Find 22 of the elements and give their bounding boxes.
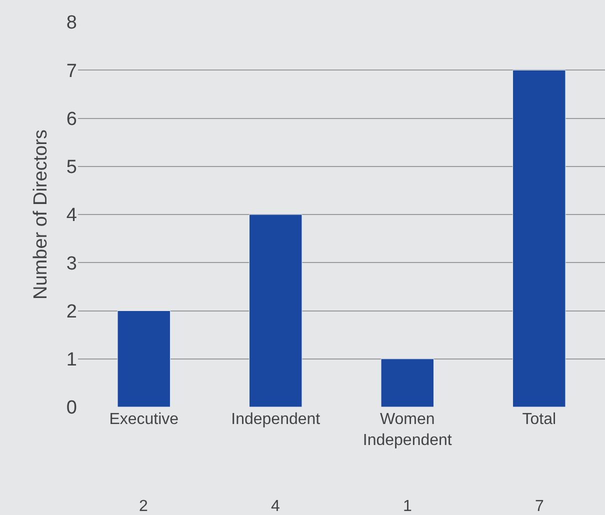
- bar: [249, 214, 302, 407]
- y-tick-label: 4: [66, 205, 78, 226]
- bar: [117, 310, 170, 407]
- y-tick-label: 0: [66, 398, 77, 419]
- data-label: 7: [535, 498, 544, 515]
- y-tick-label: 1: [66, 350, 77, 371]
- bar: [512, 70, 566, 407]
- data-label: 1: [403, 498, 412, 515]
- y-tick-label: 8: [66, 12, 77, 34]
- y-tick-label: 2: [66, 301, 77, 322]
- bar: [380, 358, 434, 407]
- y-axis-title: Number of Directors: [30, 130, 52, 300]
- x-tick-label: Executive: [109, 411, 179, 428]
- y-tick-label: 3: [66, 253, 77, 274]
- data-label: 2: [139, 498, 148, 515]
- x-tick-label: Total: [522, 411, 556, 428]
- x-tick-label: Women Independent: [362, 411, 452, 449]
- y-tick-label: 6: [66, 108, 77, 130]
- x-tick-label: Independent: [231, 411, 321, 428]
- y-tick-label: 7: [66, 60, 77, 82]
- y-tick-label: 5: [66, 157, 77, 178]
- data-label: 4: [271, 498, 280, 515]
